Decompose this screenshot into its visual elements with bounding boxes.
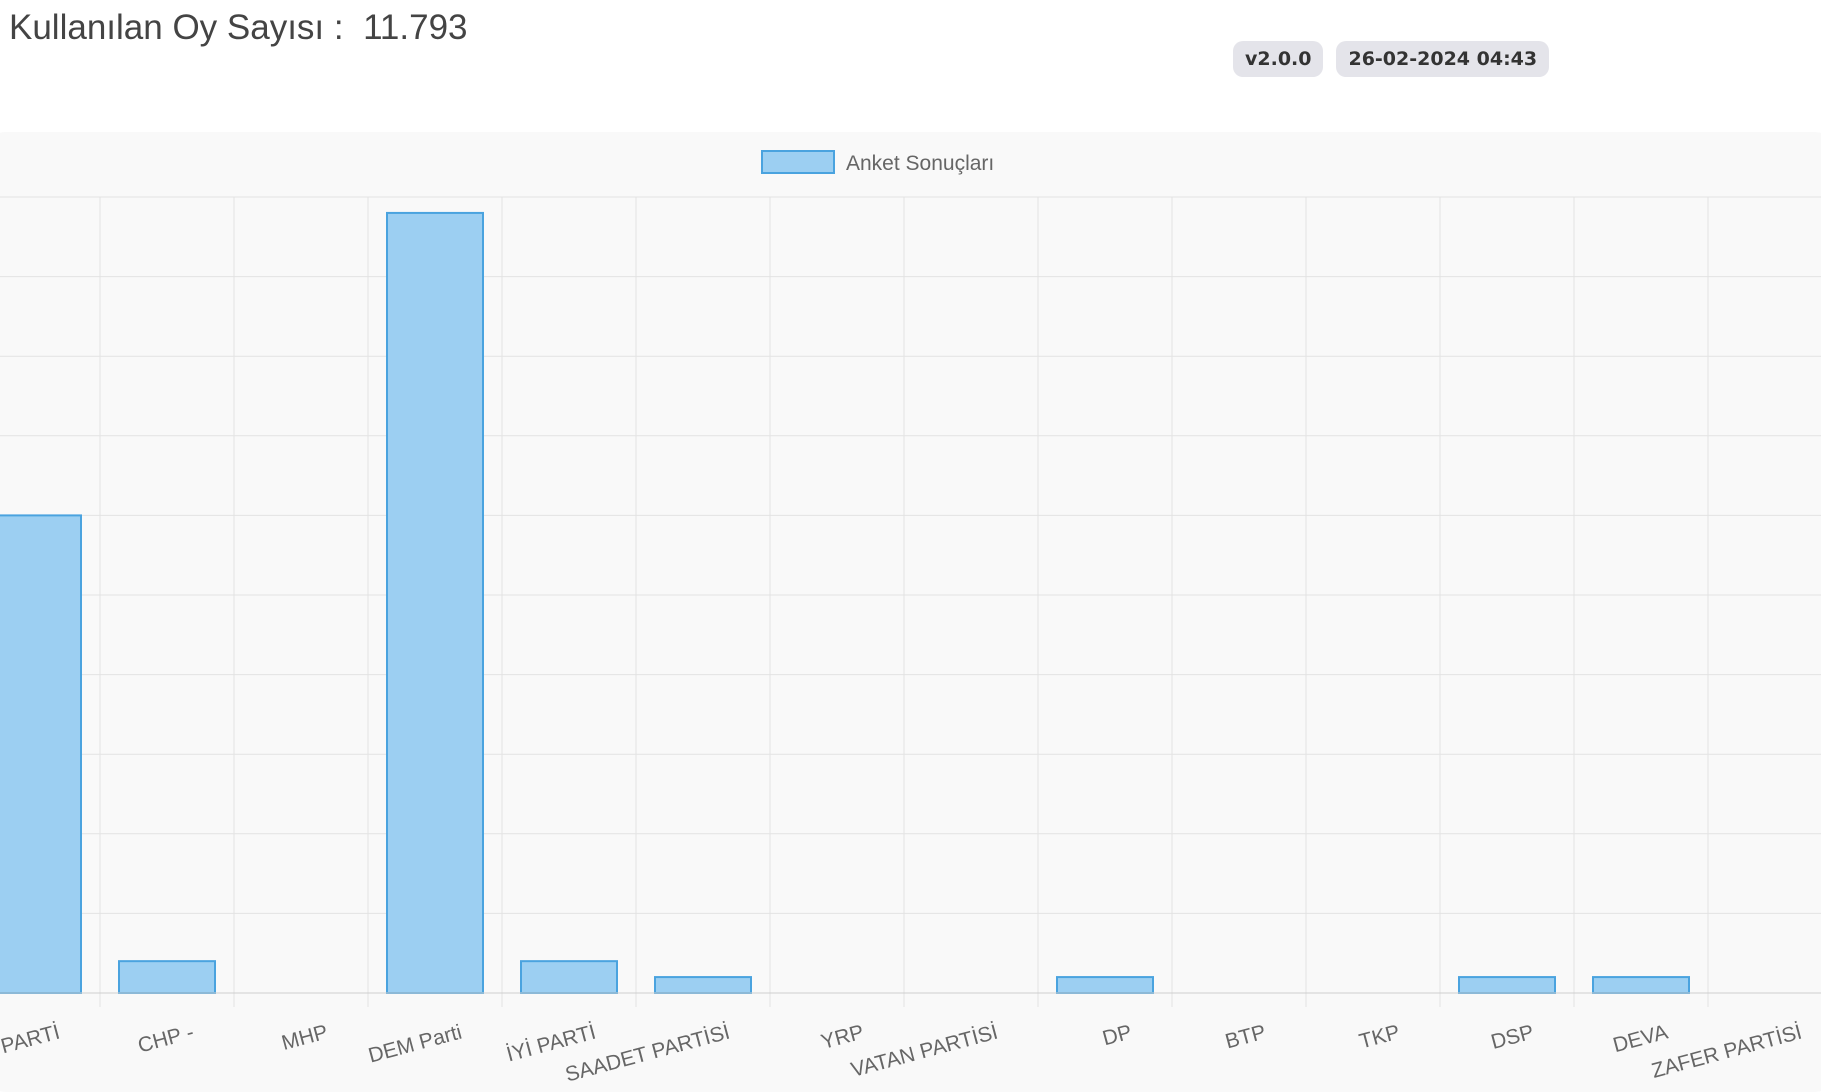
x-tick-label: AK PARTİ — [0, 1021, 62, 1067]
bar-chp[interactable] — [118, 960, 216, 994]
legend-swatch — [761, 150, 835, 174]
chart-grid — [0, 196, 1821, 1007]
bar-i-yi-parti[interactable] — [520, 960, 618, 994]
x-tick-label: DP — [1100, 1021, 1134, 1051]
x-tick-label: VATAN PARTİSİ — [849, 1021, 1001, 1082]
vote-count-header: Kullanılan Oy Sayısı : 11.793 — [9, 8, 468, 48]
x-tick-label: DEM Parti — [366, 1021, 464, 1068]
bar-dp[interactable] — [1056, 976, 1154, 995]
x-tick-label: DSP — [1489, 1021, 1537, 1054]
chart-card: Anket Sonuçları AK PARTİ CHP - MHP DEM Part… — [0, 132, 1821, 1092]
x-tick-label: CHP - — [135, 1021, 196, 1058]
chart-bars — [0, 211, 1821, 995]
bar-saadet-parti-si[interactable] — [654, 976, 752, 995]
x-tick-label: TKP — [1357, 1021, 1402, 1054]
x-tick-label: MHP — [279, 1021, 330, 1055]
x-tick-label: ZAFER PARTİSİ — [1649, 1021, 1804, 1083]
version-badge: v2.0.0 — [1233, 41, 1324, 77]
x-tick-label: YRP — [819, 1021, 867, 1054]
bar-dem-parti[interactable] — [386, 211, 484, 995]
bar-ak-parti[interactable] — [0, 514, 82, 994]
chart-legend[interactable]: Anket Sonuçları — [761, 150, 994, 175]
bar-deva[interactable] — [1592, 976, 1690, 995]
vote-count-value: 11.793 — [363, 8, 468, 47]
poll-results-bar-chart: Anket Sonuçları AK PARTİ CHP - MHP DEM Part… — [0, 150, 1821, 1087]
x-tick-label: DEVA — [1611, 1021, 1671, 1058]
legend-label: Anket Sonuçları — [846, 152, 994, 175]
timestamp-badge: 26-02-2024 04:43 — [1336, 41, 1550, 77]
bar-dsp[interactable] — [1458, 976, 1556, 995]
vote-count-label: Kullanılan Oy Sayısı : — [9, 8, 344, 47]
x-tick-label: BTP — [1223, 1021, 1268, 1054]
info-badges: v2.0.0 26-02-2024 04:43 — [1233, 41, 1550, 77]
